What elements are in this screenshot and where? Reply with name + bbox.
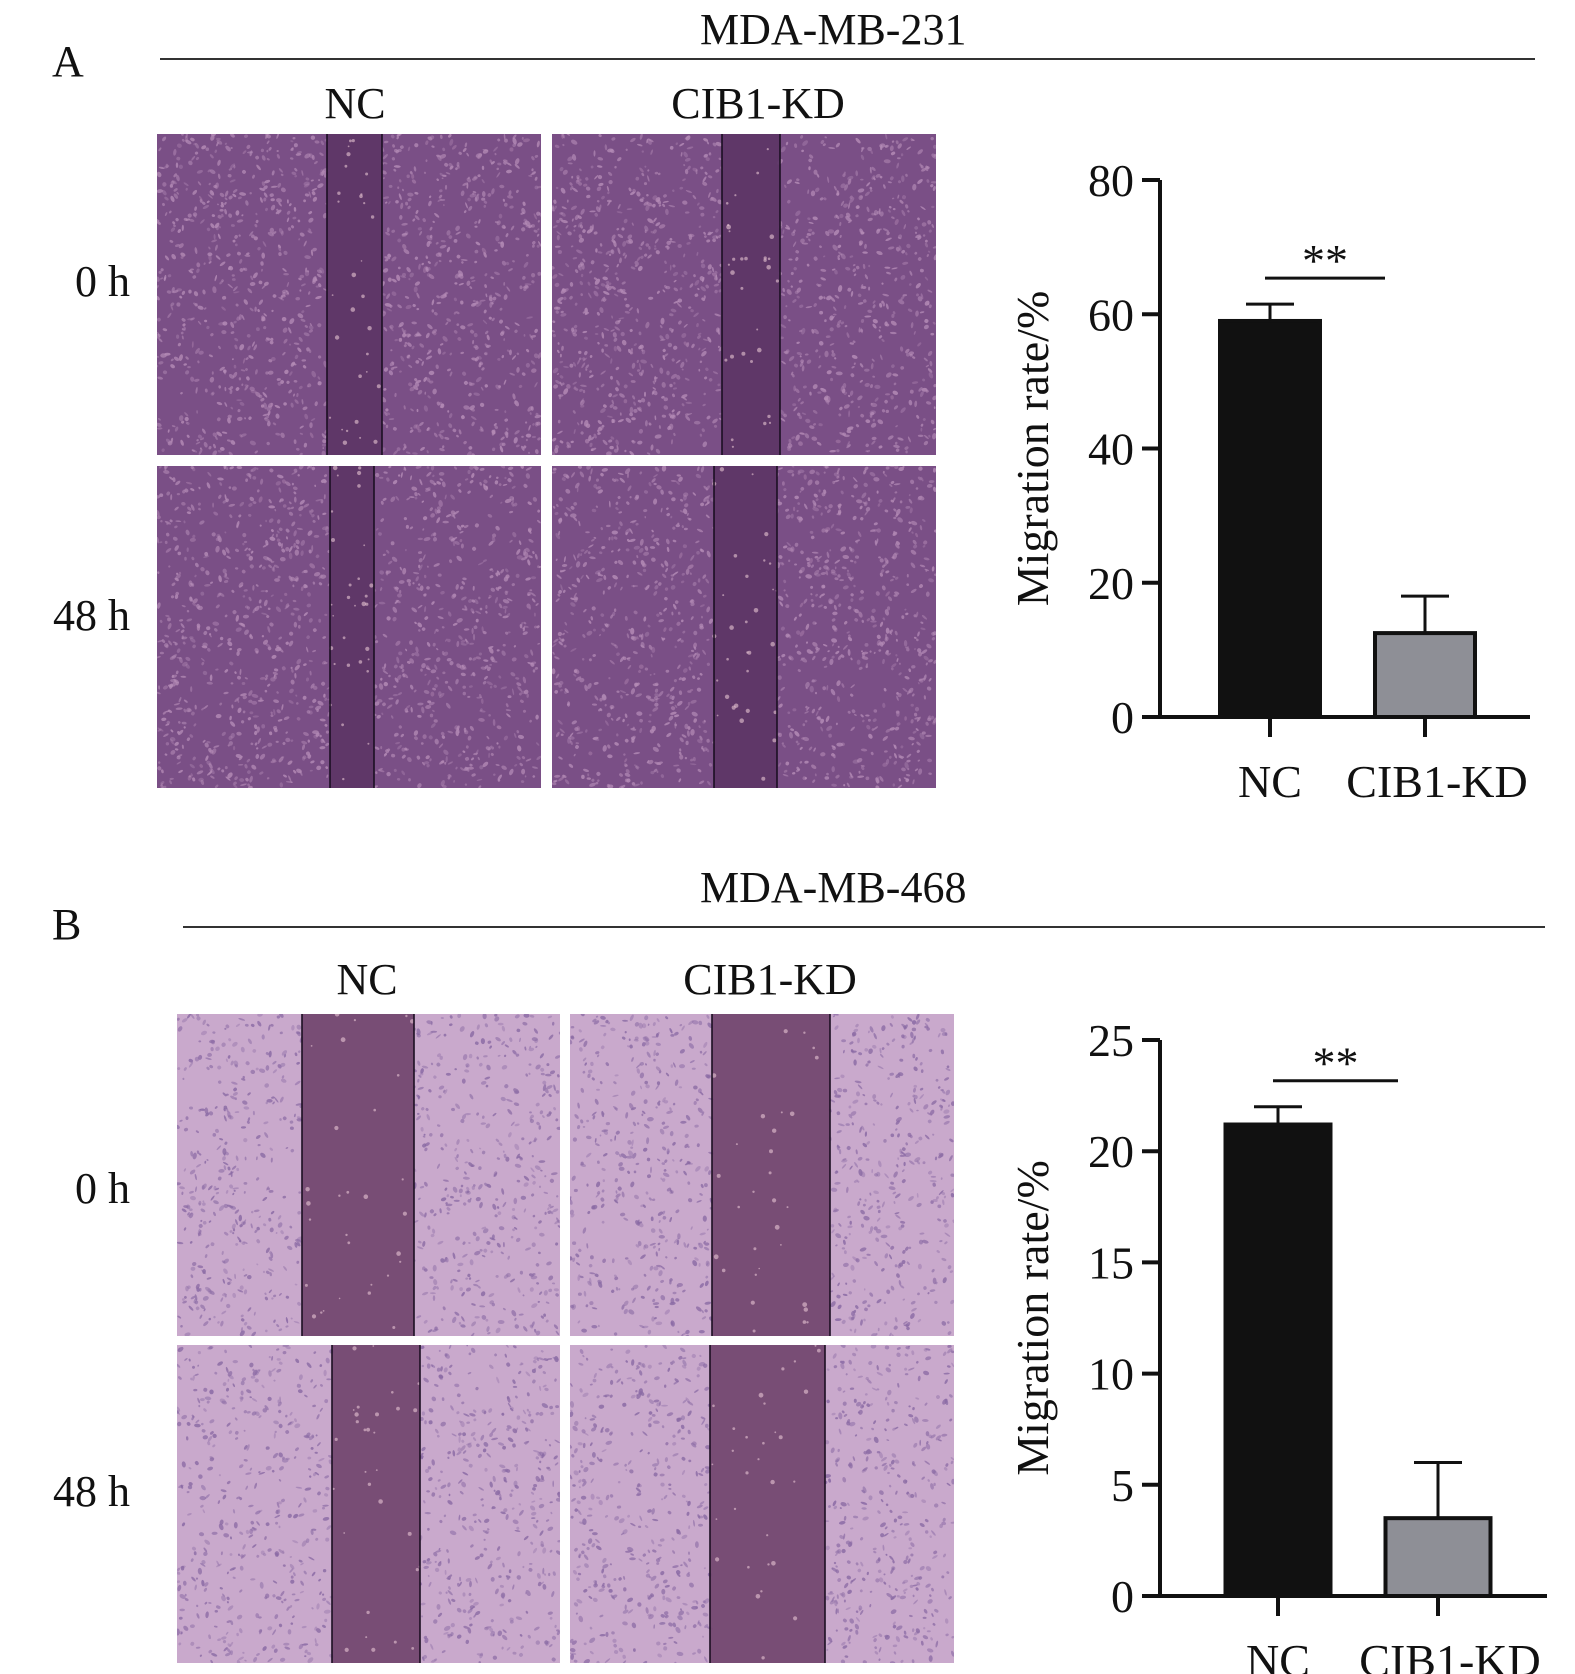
- micrograph-a-nc-0h: [157, 134, 541, 455]
- x-tick-label: NC: [1238, 756, 1302, 807]
- y-axis-label: Migration rate/%: [1007, 291, 1058, 607]
- bar-cib1-kd: [1383, 1516, 1493, 1599]
- y-tick-label: 60: [1088, 289, 1134, 340]
- column-label-b-kd: CIB1-KD: [683, 955, 857, 1004]
- cell-line-title-b: MDA-MB-468: [700, 863, 967, 912]
- x-tick-label: CIB1-KD: [1359, 1635, 1540, 1674]
- title-rule-a: [160, 58, 1535, 60]
- micrograph-b-nc-48h: [177, 1345, 560, 1663]
- title-rule-b: [183, 926, 1545, 928]
- y-axis-label: Migration rate/%: [1007, 1160, 1058, 1476]
- y-tick-label: 25: [1088, 1015, 1134, 1066]
- row-label-a-0h: 0 h: [75, 257, 130, 306]
- bar-nc: [1218, 318, 1322, 719]
- panel-letter-b: B: [52, 900, 82, 949]
- y-tick-label: 5: [1111, 1460, 1134, 1511]
- y-tick-label: 40: [1088, 424, 1134, 475]
- micrograph-b-nc-0h: [177, 1014, 560, 1336]
- x-tick-label: CIB1-KD: [1346, 756, 1527, 807]
- micrograph-a-nc-48h: [157, 466, 541, 788]
- y-tick-label: 10: [1088, 1349, 1134, 1400]
- bar-nc: [1223, 1122, 1333, 1598]
- y-tick-label: 20: [1088, 558, 1134, 609]
- row-label-b-48h: 48 h: [53, 1467, 130, 1516]
- row-label-b-0h: 0 h: [75, 1164, 130, 1213]
- significance-label: **: [1313, 1038, 1359, 1089]
- y-tick-label: 80: [1088, 155, 1134, 206]
- cell-line-title-a: MDA-MB-231: [700, 5, 967, 54]
- significance-label: **: [1302, 235, 1348, 286]
- panel-letter-a: A: [52, 37, 84, 86]
- column-label-a-kd: CIB1-KD: [671, 79, 845, 128]
- column-label-a-nc: NC: [324, 79, 386, 128]
- micrograph-a-kd-0h: [552, 134, 936, 455]
- x-tick-label: NC: [1246, 1635, 1310, 1674]
- y-tick-label: 20: [1088, 1126, 1134, 1177]
- column-label-b-nc: NC: [336, 955, 398, 1004]
- row-label-a-48h: 48 h: [53, 591, 130, 640]
- micrograph-a-kd-48h: [552, 466, 936, 788]
- y-tick-label: 0: [1111, 692, 1134, 743]
- micrograph-b-kd-48h: [570, 1345, 954, 1663]
- y-tick-label: 15: [1088, 1237, 1134, 1288]
- y-tick-label: 0: [1111, 1571, 1134, 1622]
- micrograph-b-kd-0h: [570, 1014, 954, 1336]
